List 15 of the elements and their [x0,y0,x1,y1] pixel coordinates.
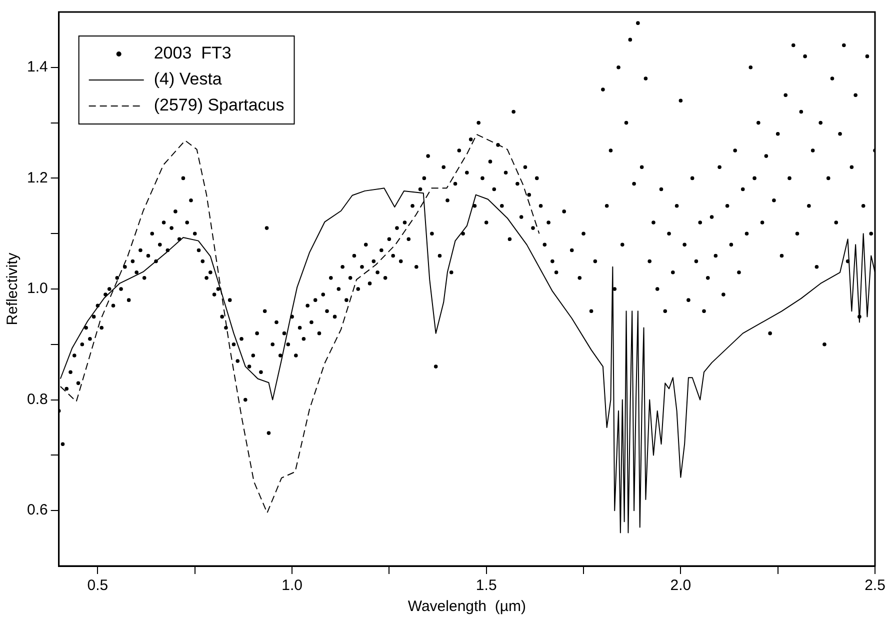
x-tick-label: 2.0 [670,577,692,594]
x-tick-label: 0.5 [87,577,108,594]
x-tick-label: 1.5 [476,577,497,594]
y-axis-title: Reflectivity [4,252,22,326]
legend-label: (4) Vesta [154,70,222,89]
legend-label: (2579) Spartacus [154,96,284,115]
y-tick-label: 1.4 [26,58,48,76]
x-tick-label: 2.5 [864,577,886,594]
legend-label: 2003 FT3 [154,44,232,63]
y-tick-label: 0.6 [26,502,48,519]
x-tick-label: 1.0 [282,577,302,594]
y-tick-label: 0.8 [26,390,48,408]
y-tick-label: 1.0 [26,280,48,298]
x-axis-title: Wavelength (µm) [408,598,526,616]
y-tick-label: 1.2 [26,169,48,186]
